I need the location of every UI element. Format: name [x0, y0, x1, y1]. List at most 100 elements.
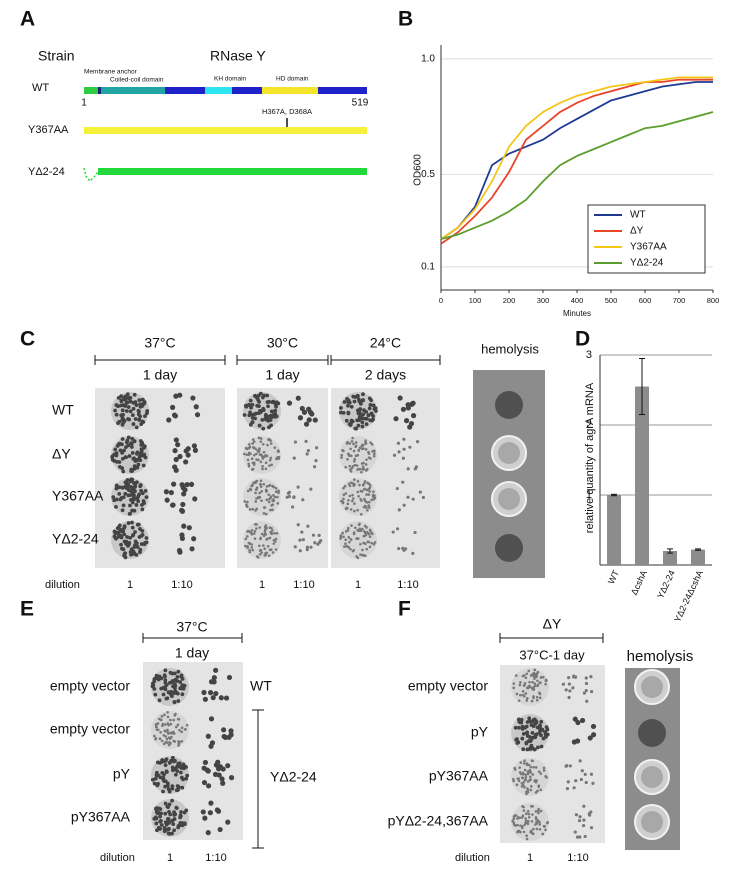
strain-label: WT — [32, 82, 49, 94]
colony — [256, 411, 261, 416]
colony — [572, 786, 576, 790]
colony — [269, 508, 272, 512]
colony — [264, 467, 268, 471]
colony — [366, 508, 369, 512]
colony — [255, 395, 259, 400]
colony — [296, 523, 300, 527]
colony — [244, 537, 248, 541]
colony — [357, 467, 361, 471]
colony — [266, 404, 270, 409]
colony — [587, 735, 593, 741]
colony — [181, 523, 187, 529]
colony — [533, 682, 537, 685]
strain-label: Y367AA — [28, 124, 69, 136]
colony — [180, 683, 185, 688]
colony — [168, 740, 171, 744]
colony — [110, 454, 115, 459]
colony — [341, 501, 345, 505]
strain-label: YΔ2-24 — [52, 531, 99, 547]
colony — [367, 506, 371, 509]
colony — [391, 530, 395, 534]
colony — [268, 497, 271, 501]
colony — [526, 772, 530, 776]
colony — [347, 482, 351, 486]
colony — [258, 447, 261, 450]
colony — [359, 553, 362, 556]
colony — [568, 689, 572, 693]
colony — [130, 498, 135, 502]
colony — [290, 505, 295, 509]
colony — [193, 404, 199, 410]
colony — [228, 728, 234, 734]
colony — [361, 468, 365, 471]
colony — [257, 458, 260, 462]
colony — [543, 825, 547, 828]
colony — [225, 819, 231, 825]
colony — [130, 413, 135, 418]
colony — [194, 412, 201, 418]
colony — [253, 530, 257, 533]
colony — [255, 497, 258, 500]
colony-spot — [511, 803, 549, 841]
colony — [410, 413, 417, 419]
colony — [125, 485, 130, 489]
colony — [346, 403, 350, 408]
colony — [397, 546, 401, 551]
colony — [538, 820, 541, 824]
colony — [166, 820, 170, 825]
colony — [298, 538, 302, 542]
colony — [578, 815, 582, 819]
colony — [269, 495, 273, 498]
colony — [306, 449, 310, 453]
colony — [264, 524, 268, 527]
duration-label: 1 day — [175, 645, 209, 661]
colony — [272, 542, 276, 545]
colony — [264, 533, 268, 536]
colony — [533, 684, 537, 688]
colony — [363, 524, 367, 528]
colony — [163, 713, 166, 717]
colony — [525, 763, 529, 767]
colony — [264, 551, 267, 555]
colony — [262, 506, 266, 509]
colony — [361, 553, 364, 557]
y-tick-label: 3 — [586, 349, 592, 361]
colony — [130, 525, 135, 530]
colony — [270, 463, 273, 467]
colony — [247, 464, 251, 468]
colony — [575, 719, 581, 726]
colony — [261, 464, 264, 468]
colony — [359, 529, 363, 533]
colony — [167, 723, 170, 727]
colony — [527, 735, 532, 739]
colony — [582, 804, 586, 808]
colony — [531, 759, 534, 763]
colony — [144, 495, 149, 500]
colony — [251, 507, 255, 511]
colony — [516, 823, 519, 827]
colony — [360, 420, 365, 425]
colony — [154, 737, 158, 740]
colony — [257, 423, 262, 428]
colony — [138, 404, 143, 409]
colony-spot — [172, 437, 199, 473]
colony — [413, 530, 417, 535]
colony — [136, 462, 141, 467]
colony — [170, 798, 175, 803]
colony — [179, 507, 185, 513]
colony — [367, 500, 371, 504]
colony — [397, 450, 401, 454]
colony-spot — [338, 392, 378, 431]
colony — [585, 699, 589, 703]
colony — [207, 810, 213, 816]
colony — [534, 732, 539, 737]
colony — [408, 445, 412, 449]
colony-spot — [163, 481, 198, 514]
colony — [539, 676, 543, 679]
dilution-value: 1 — [527, 852, 533, 864]
colony — [521, 747, 526, 752]
colony — [184, 481, 190, 488]
colony — [339, 535, 343, 538]
colony — [250, 402, 255, 407]
colony — [527, 669, 530, 673]
